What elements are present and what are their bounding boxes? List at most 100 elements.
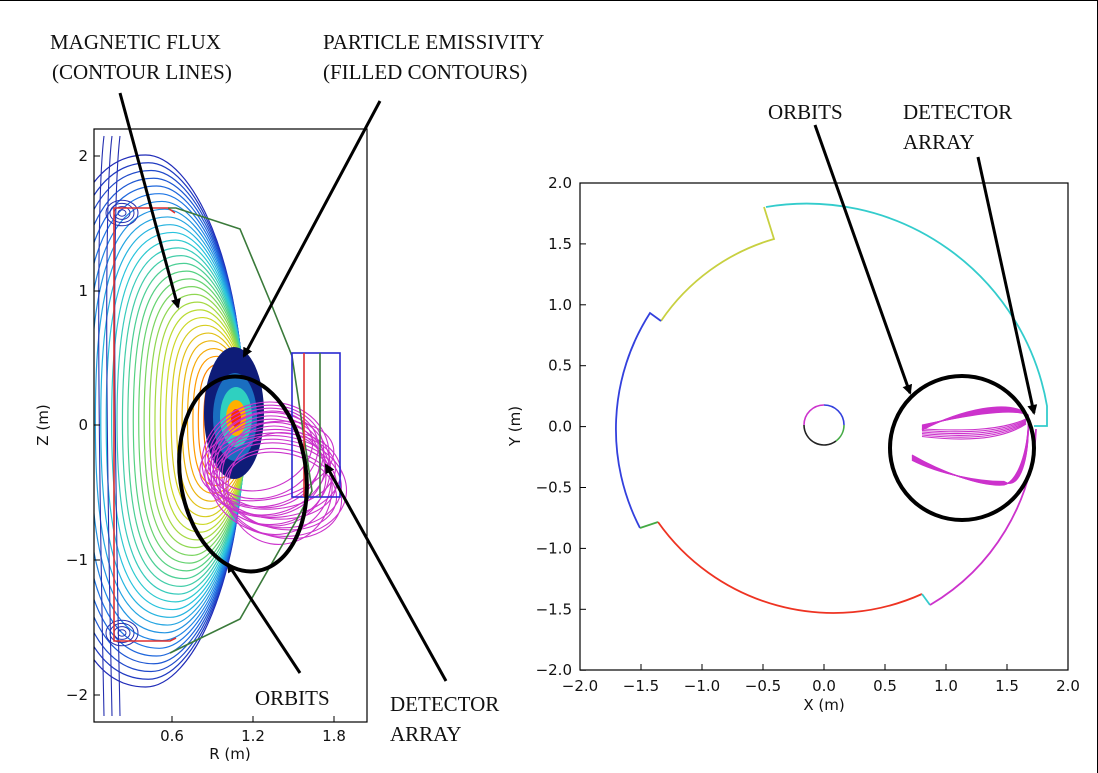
flux-contour-loop (117, 629, 127, 637)
wall-segment-green (639, 521, 659, 529)
right-ytick: −2.0 (536, 661, 572, 679)
left-ytick: 0 (78, 416, 88, 434)
label-particle-emissivity-line2: (FILLED CONTOURS) (323, 60, 528, 84)
flux-contour-line (94, 177, 246, 665)
flux-contour-line (143, 286, 248, 556)
flux-contour-line (165, 316, 249, 526)
wall-segment-cyan-small (921, 593, 931, 606)
right-xtick: 2.0 (1056, 677, 1080, 695)
orbit-trace (201, 401, 330, 516)
flux-contour-line (116, 247, 247, 595)
flux-contour-loop (105, 199, 139, 227)
flux-contour-line (94, 216, 247, 626)
label-orbits-right: ORBITS (768, 100, 843, 124)
orbit-trace (911, 409, 1029, 484)
left-plot: 2 1 0 −1 −2 Z (m) 0.6 1.2 1.8 R (m) (34, 128, 368, 763)
left-ytick: −1 (66, 551, 88, 569)
label-orbits-left: ORBITS (255, 686, 330, 710)
right-plot-frame (579, 182, 1069, 671)
flux-contour-line (121, 255, 248, 587)
flux-contour-line (105, 231, 247, 611)
orbit-trace (911, 410, 1029, 485)
flux-contour-line (170, 324, 249, 518)
right-ytick: 0.5 (548, 357, 572, 375)
right-ytick: 1.0 (548, 296, 572, 314)
right-ytick: −0.5 (536, 479, 572, 497)
flux-contour-loop (105, 619, 139, 647)
orbit-trace (921, 422, 1027, 438)
right-xtick: −2.0 (562, 677, 598, 695)
left-xlabel: R (m) (209, 745, 251, 763)
orbit-trace (199, 420, 335, 502)
label-particle-emissivity: PARTICLE EMISSIVITY (FILLED CONTOURS) (323, 27, 544, 87)
wall-segment-blue (615, 311, 662, 529)
left-xtick: 0.6 (160, 727, 184, 745)
orbits-highlight-circle (888, 374, 1036, 522)
left-yaxis: 2 1 0 −1 −2 Z (m) (34, 147, 100, 704)
left-xtick: 1.2 (241, 727, 265, 745)
right-ylabel: Y (m) (506, 406, 524, 447)
flux-contour-loop (117, 209, 127, 217)
flux-contour-line (94, 162, 245, 680)
orbits-left (199, 401, 348, 545)
orbit-trace (921, 418, 1027, 431)
left-xaxis: 0.6 1.2 1.8 R (m) (160, 716, 346, 763)
orbit-trace (911, 406, 1029, 484)
orbit-trace (207, 432, 337, 510)
orbit-trace (911, 410, 1029, 485)
orbit-trace (222, 447, 343, 540)
vessel-wall-red (113, 207, 177, 642)
left-ytick: −2 (66, 686, 88, 704)
label-detector-left-line1: DETECTOR (390, 692, 500, 716)
wall-segment-cyan (765, 202, 1048, 427)
orbit-trace (911, 411, 1029, 486)
orbit-trace (911, 408, 1029, 484)
orbit-trace (911, 409, 1029, 485)
right-plot: −2.0 −1.5 −1.0 −0.5 0.0 0.5 1.0 1.5 2.0 2.0 1.5 1.0… (506, 174, 1080, 714)
orbit-trace (911, 407, 1029, 484)
right-xtick: 1.5 (995, 677, 1019, 695)
right-xlabel: X (m) (803, 696, 844, 714)
label-magnetic-flux-line1: MAGNETIC FLUX (50, 30, 221, 54)
right-ytick: −1.5 (536, 600, 572, 618)
flux-contours (94, 135, 251, 717)
flux-contour-line (94, 200, 246, 642)
orbits-right (911, 406, 1029, 486)
left-xtick: 1.8 (322, 727, 346, 745)
orbit-trace (221, 425, 327, 527)
flux-contour-line (94, 193, 246, 649)
arrow-particle-emissivity (242, 100, 382, 358)
label-detector-left-line2: ARRAY (390, 722, 462, 746)
arrow-magnetic-flux (118, 92, 181, 309)
flux-contour-line (127, 262, 248, 580)
right-xtick: −1.0 (684, 677, 720, 695)
orbit-trace (210, 435, 348, 537)
right-ytick: 1.5 (548, 235, 572, 253)
center-column (803, 404, 845, 446)
label-magnetic-flux-line2: (CONTOUR LINES) (52, 60, 232, 84)
flux-contour-line (94, 169, 245, 673)
right-ytick: −1.0 (536, 539, 572, 557)
flux-contour-line (100, 224, 247, 618)
orbit-trace (911, 407, 1029, 484)
flux-contour-line (159, 309, 249, 533)
right-xtick: −0.5 (745, 677, 781, 695)
label-detector-right-line2: ARRAY (903, 130, 975, 154)
flux-contour-line (94, 185, 246, 657)
left-ytick: 2 (78, 147, 88, 165)
orbit-trace (921, 423, 1027, 440)
flux-contour-line (138, 278, 248, 564)
orbit-trace (911, 408, 1029, 484)
right-ytick: 2.0 (548, 174, 572, 192)
flux-contour-line (148, 293, 249, 549)
label-detector-left: DETECTOR ARRAY (390, 689, 499, 749)
arrow-orbits-right (813, 124, 913, 395)
left-ytick: 1 (78, 282, 88, 300)
annotation-arrows (118, 92, 1038, 682)
arrow-orbits-left (226, 562, 302, 674)
label-detector-right: DETECTOR ARRAY (903, 97, 1012, 157)
right-xtick: −1.5 (623, 677, 659, 695)
flux-contour-line (106, 135, 113, 717)
orbit-trace (921, 421, 1027, 436)
